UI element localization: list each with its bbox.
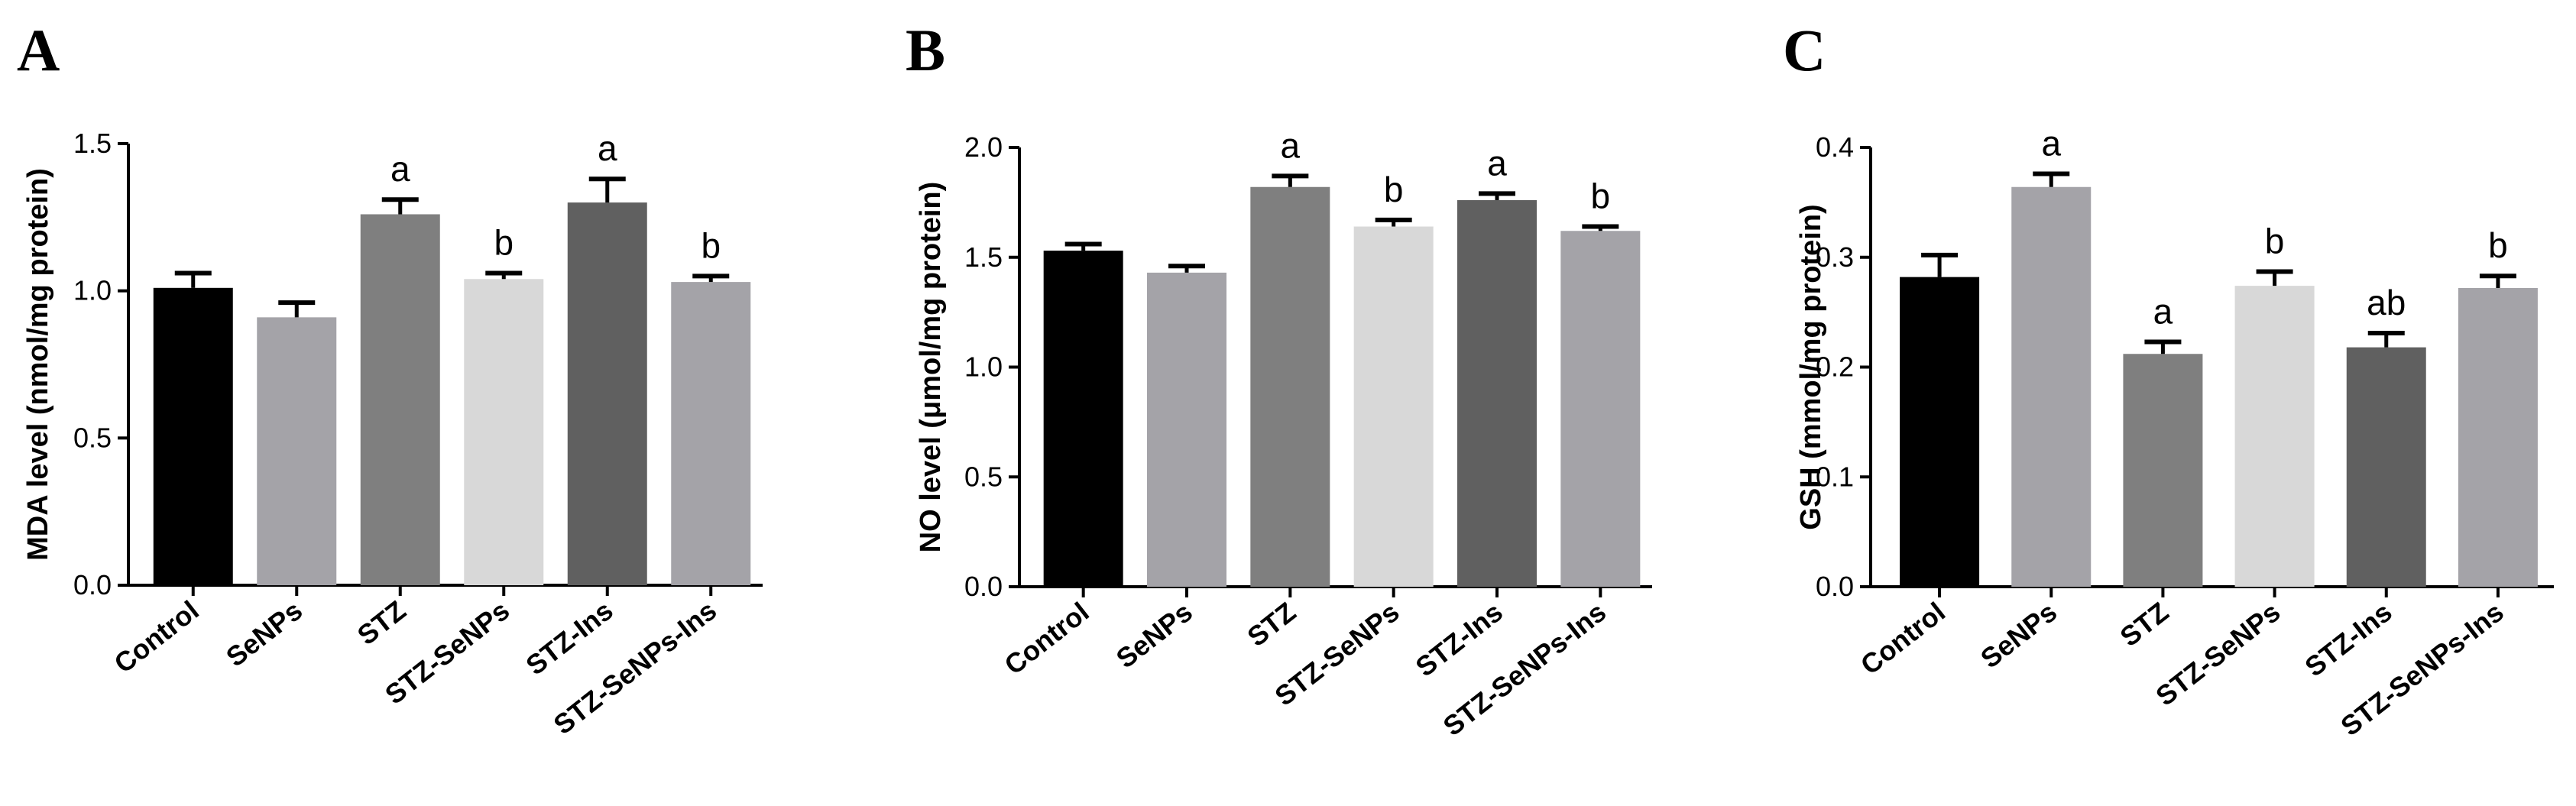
significance-label: b [701, 225, 721, 265]
bar-control [1900, 277, 1980, 587]
panel-letter: A [17, 17, 60, 83]
bar-stz-ins [2346, 347, 2426, 587]
significance-label: a [1281, 125, 1301, 165]
y-tick-label: 0.5 [73, 422, 112, 453]
x-tick-label: SeNPs [220, 594, 308, 673]
y-tick-label: 0.3 [1816, 241, 1854, 273]
significance-label: a [390, 149, 410, 189]
significance-label: a [2153, 291, 2173, 331]
y-tick-label: 1.0 [964, 351, 1003, 383]
x-tick-label: STZ [352, 594, 412, 651]
x-tick-label: STZ [2114, 596, 2175, 652]
chart-panel-c: C 0.0 0.1 0.2 0.3 0.4 GSH (mmol/mg protein) Con… [1783, 17, 2554, 742]
bar-stz-ins [567, 202, 647, 585]
significance-label: a [598, 128, 617, 168]
significance-label: b [1384, 170, 1404, 209]
y-axis-title: GSH (mmol/mg protein) [1795, 204, 1827, 529]
bar-stz [2123, 354, 2203, 587]
bar-control [1043, 251, 1123, 587]
significance-label: a [2041, 124, 2061, 163]
bar-control [153, 287, 233, 585]
y-tick-label: 0.4 [1816, 131, 1854, 163]
x-tick-label: STZ-Ins [1410, 596, 1508, 683]
bar-stz-senps [464, 279, 544, 585]
bar-senps [1147, 272, 1226, 587]
y-tick-label: 0.2 [1816, 351, 1854, 383]
bar-stz-senps-ins [671, 282, 751, 585]
y-tick-label: 1.5 [964, 241, 1003, 273]
significance-label: ab [2367, 283, 2406, 322]
x-tick-label: Control [1855, 596, 1951, 681]
significance-label: b [494, 223, 514, 263]
significance-label: b [2265, 221, 2285, 261]
x-tick-label: STZ-Ins [520, 594, 618, 681]
x-tick-label: Control [999, 596, 1095, 681]
x-tick-label: STZ [1241, 596, 1301, 652]
bar-stz-senps-ins [2458, 288, 2538, 587]
y-tick-label: 0.0 [73, 569, 112, 600]
y-axis-title: NO level (μmol/mg protein) [915, 182, 947, 553]
bar-stz [360, 214, 440, 585]
significance-label: a [1487, 143, 1507, 183]
bar-senps [257, 317, 337, 585]
x-tick-label: STZ-Ins [2299, 596, 2397, 683]
x-tick-label: Control [109, 594, 205, 679]
bar-stz-ins [1457, 200, 1537, 587]
y-tick-label: 1.0 [73, 275, 112, 306]
y-tick-label: 2.0 [964, 131, 1003, 163]
chart-panel-a: A 0.0 0.5 1.0 1.5 MDA level (nmol/mg protein)… [17, 17, 763, 740]
significance-label: b [1591, 176, 1611, 216]
y-tick-label: 0.1 [1816, 461, 1854, 492]
chart-panel-b: B 0.0 0.5 1.0 1.5 2.0 NO level (μmol/mg protei… [906, 17, 1652, 742]
y-axis-title: MDA level (nmol/mg protein) [22, 168, 54, 561]
bar-stz [1250, 186, 1330, 587]
panel-letter: B [906, 17, 945, 83]
y-tick-label: 0.0 [1816, 571, 1854, 602]
significance-label: b [2488, 225, 2508, 265]
y-tick-label: 1.5 [73, 128, 112, 159]
panel-letter: C [1783, 17, 1826, 83]
bar-senps [2011, 186, 2092, 587]
y-tick-label: 0.0 [964, 571, 1003, 602]
x-tick-label: STZ-SeNPs [2150, 596, 2286, 712]
bar-stz-senps [2234, 286, 2315, 587]
x-tick-label: SeNPs [1975, 596, 2062, 675]
y-tick-label: 0.5 [964, 461, 1003, 492]
x-tick-label: SeNPs [1110, 596, 1198, 675]
bar-stz-senps-ins [1560, 231, 1641, 587]
bar-stz-senps [1353, 226, 1434, 587]
